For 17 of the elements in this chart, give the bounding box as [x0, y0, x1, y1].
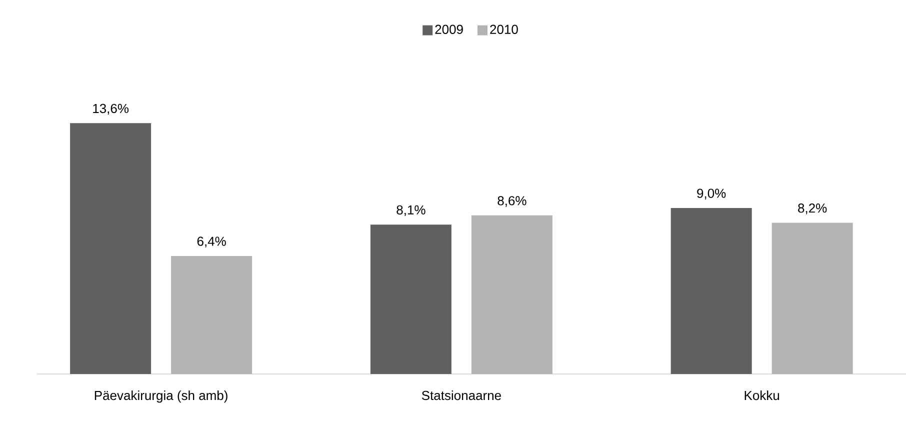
data-label: 13,6%: [93, 104, 129, 115]
data-label: 8,6%: [498, 196, 526, 207]
bar: [772, 222, 853, 374]
bar: [370, 224, 452, 374]
data-label: 8,2%: [798, 203, 827, 214]
data-label: 8,1%: [396, 205, 426, 216]
x-tick-label: Statsionaarne: [422, 390, 501, 400]
data-label: 6,4%: [197, 236, 226, 248]
bar: [670, 208, 752, 374]
legend-label: 2009: [435, 24, 463, 34]
x-tick-label: Päevakirurgia (sh amb): [94, 390, 228, 403]
data-label: 9,0%: [697, 188, 726, 200]
bar: [70, 123, 152, 374]
bar: [171, 256, 252, 374]
x-tick-label: Kokku: [744, 390, 780, 400]
legend-label: 2010: [490, 24, 518, 34]
bar: [471, 215, 552, 374]
